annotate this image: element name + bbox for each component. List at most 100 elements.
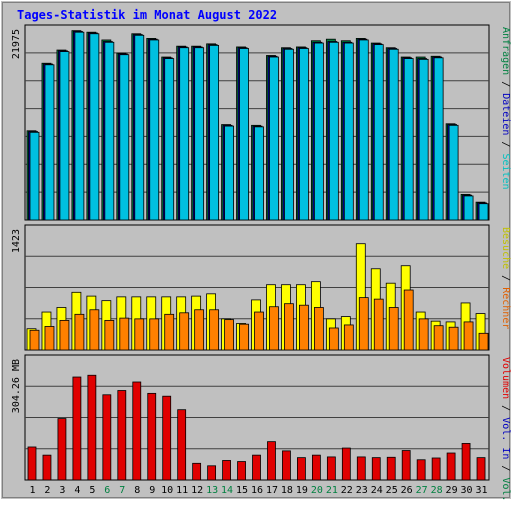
bar-seiten: [284, 48, 294, 221]
bar-rechner: [388, 307, 399, 351]
bar-seiten: [478, 203, 489, 221]
bar-rechner: [373, 298, 384, 351]
bar-volumen: [341, 447, 351, 481]
x-tick-label: 29: [446, 485, 458, 496]
legend-separator: /: [500, 399, 511, 417]
x-tick-label: 23: [356, 485, 368, 496]
panel-requests: 21975 Anfragen / Dateien / Seiten: [11, 24, 511, 221]
bar-volumen: [27, 446, 37, 481]
panel-visits: 1423 Besuche / Rechner: [11, 224, 511, 351]
x-tick-label: 25: [386, 485, 398, 496]
x-tick-label: 19: [296, 485, 308, 496]
bar-volumen: [446, 452, 456, 481]
bar-seiten: [373, 44, 384, 221]
legend-entry: Volumen: [500, 357, 511, 399]
x-tick-label: 5: [89, 485, 95, 496]
bar-rechner: [239, 323, 249, 351]
bar-rechner: [89, 309, 100, 351]
bar-rechner: [104, 319, 115, 351]
x-tick-label: 14: [221, 485, 233, 496]
x-tick-label: 24: [371, 485, 383, 496]
bar-rechner: [164, 313, 175, 351]
bar-volumen: [177, 409, 187, 481]
legend-text: Anfragen / Dateien / Seiten: [500, 27, 511, 190]
legend-volume: Volumen / Vol. In / Vol. Out: [500, 357, 511, 505]
bar-seiten: [179, 47, 190, 221]
bar-rechner: [403, 289, 414, 351]
x-tick-label: 28: [431, 485, 443, 496]
bar-volumen: [282, 450, 291, 481]
bar-seiten: [403, 58, 414, 221]
x-tick-label: 1: [29, 485, 35, 496]
bar-rechner: [418, 318, 429, 351]
bar-volumen: [386, 456, 396, 481]
bar-rechner: [313, 307, 324, 351]
x-tick-label: 20: [311, 485, 323, 496]
bar-seiten: [194, 47, 205, 221]
bar-volumen: [87, 374, 97, 481]
bar-volumen: [431, 457, 441, 481]
x-tick-label: 11: [176, 485, 188, 496]
bar-volumen: [297, 457, 306, 481]
x-tick-label: 31: [475, 485, 487, 496]
x-tick-label: 22: [341, 485, 353, 496]
bar-volumen: [222, 460, 231, 481]
bar-rechner: [269, 306, 279, 351]
legend-separator: /: [500, 135, 511, 153]
legend-text: Volumen / Vol. In / Vol. Out: [500, 357, 511, 500]
bar-rechner: [299, 304, 309, 351]
bar-volumen: [252, 454, 261, 481]
bar-volumen: [326, 456, 336, 481]
legend-visits: Besuche / Rechner: [500, 227, 511, 329]
bar-seiten: [74, 31, 85, 221]
bar-rechner: [478, 332, 489, 351]
bar-seiten: [59, 51, 70, 221]
bar-volumen: [132, 381, 142, 481]
bar-volumen: [207, 465, 217, 481]
bar-rechner: [119, 317, 130, 351]
bar-volumen: [476, 457, 486, 481]
bar-rechner: [209, 309, 220, 351]
bar-volumen: [356, 456, 366, 481]
bar-rechner: [448, 326, 459, 351]
bar-volumen: [192, 462, 202, 481]
bar-seiten: [313, 42, 324, 221]
bar-seiten: [209, 44, 220, 221]
legend-entry: Besuche: [500, 227, 511, 269]
bar-seiten: [149, 39, 160, 221]
legend-entry: Rechner: [500, 287, 511, 329]
bar-rechner: [29, 329, 40, 351]
y-axis-max-label: 1423: [11, 229, 22, 253]
x-tick-label: 30: [461, 485, 473, 496]
x-tick-label: 7: [119, 485, 125, 496]
bar-volumen: [42, 454, 52, 481]
bar-volumen: [267, 441, 276, 481]
x-tick-label: 21: [326, 485, 338, 496]
bar-rechner: [149, 318, 160, 351]
bar-seiten: [164, 58, 175, 221]
x-tick-label: 8: [134, 485, 140, 496]
bar-seiten: [358, 39, 369, 221]
x-tick-label: 2: [44, 485, 50, 496]
legend-entry: Vol. Out: [500, 477, 511, 500]
bar-seiten: [119, 54, 130, 221]
bar-rechner: [433, 325, 444, 351]
bar-rechner: [358, 297, 369, 351]
x-tick-label: 18: [281, 485, 293, 496]
bar-seiten: [463, 195, 474, 221]
bar-volumen: [416, 459, 426, 481]
bar-rechner: [463, 321, 474, 351]
bar-seiten: [418, 58, 429, 221]
bar-rechner: [134, 318, 145, 351]
legend-text: Besuche / Rechner: [500, 227, 511, 329]
bar-seiten: [388, 48, 399, 221]
x-tick-label: 6: [104, 485, 110, 496]
bar-volumen: [162, 395, 172, 481]
bar-seiten: [104, 41, 115, 221]
legend-requests: Anfragen / Dateien / Seiten: [500, 27, 511, 190]
legend-separator: /: [500, 269, 511, 287]
bar-rechner: [44, 326, 55, 351]
bar-volumen: [102, 394, 112, 481]
